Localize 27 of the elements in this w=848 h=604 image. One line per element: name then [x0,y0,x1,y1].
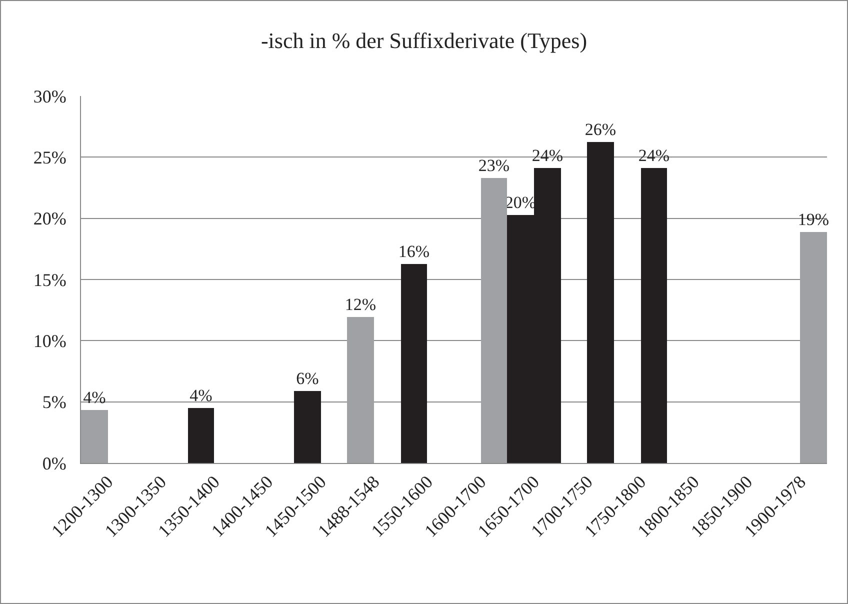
y-tick-label: 15% [33,270,66,290]
data-label: 16% [398,242,430,261]
data-label: 6% [296,369,319,388]
bar [188,408,214,463]
data-label: 19% [798,210,830,229]
bar [800,232,827,463]
data-label: 24% [638,146,670,165]
bar [347,317,374,463]
data-label: 24% [532,146,564,165]
chart-title: -isch in % der Suffixderivate (Types) [260,28,588,53]
bar [294,391,321,463]
data-label: 26% [584,120,616,139]
y-tick-label: 30% [33,86,66,106]
bar [401,264,427,463]
y-tick-label: 25% [33,147,66,168]
data-label: 4% [83,388,106,407]
data-label: 4% [190,386,212,405]
y-tick-label: 20% [33,208,66,229]
y-tick-label: 10% [33,330,66,351]
data-label: 12% [344,295,376,314]
bar [641,168,667,463]
bar [81,410,108,463]
bar [587,142,614,463]
y-tick-label: 5% [42,392,66,412]
y-tick-label: 0% [42,453,66,474]
data-label: 23% [478,156,510,175]
bar [481,178,507,463]
